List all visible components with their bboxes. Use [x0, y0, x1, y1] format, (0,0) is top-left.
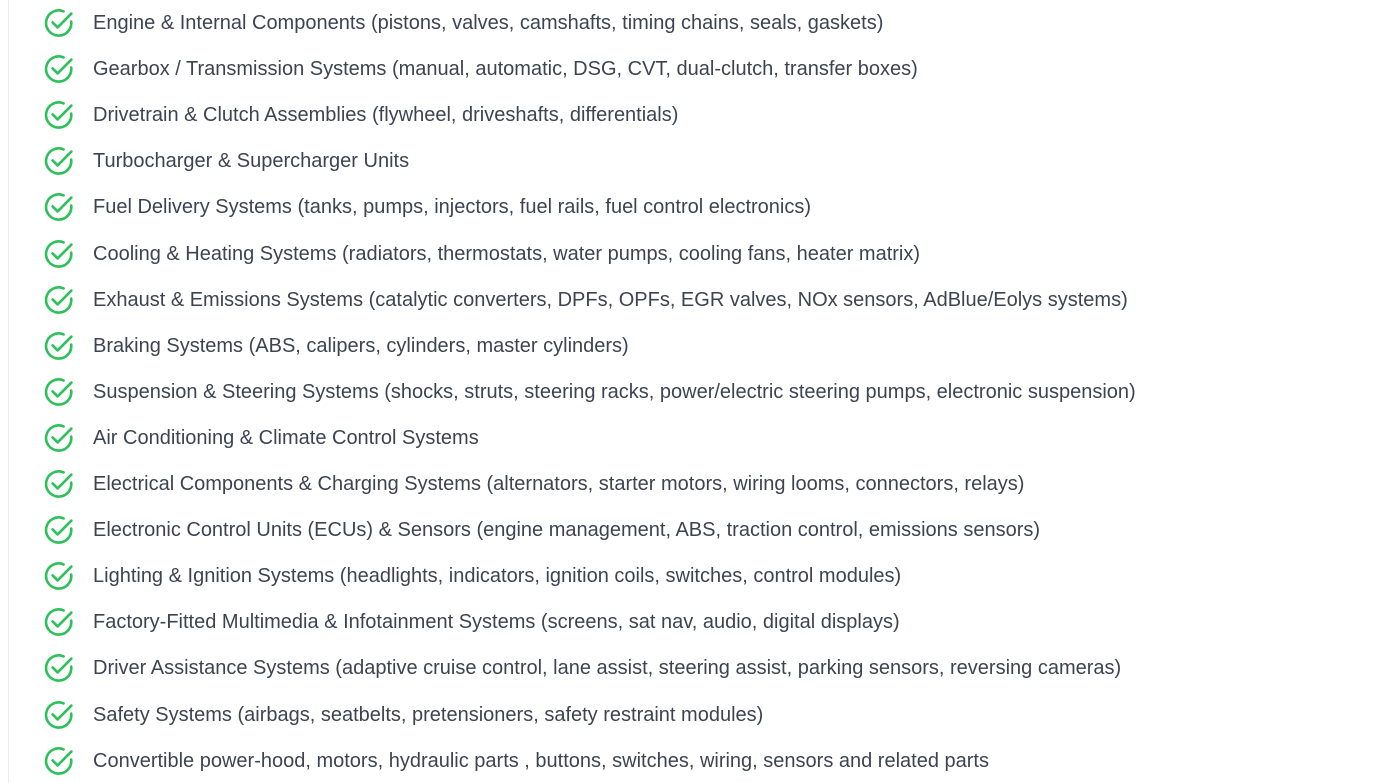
coverage-item-text: Air Conditioning & Climate Control Syste… [93, 426, 479, 449]
coverage-item-text: Drivetrain & Clutch Assemblies (flywheel… [93, 104, 679, 127]
coverage-item-text: Electrical Components & Charging Systems… [93, 473, 1025, 495]
coverage-item-text: Turbocharger & Supercharger Units [93, 150, 410, 173]
coverage-item-text: Electronic Control Units (ECUs) & Sensor… [93, 519, 1041, 542]
coverage-item-text: Suspension & Steering Systems (shocks, s… [93, 380, 1136, 403]
circle-check-icon [44, 8, 74, 38]
circle-check-icon [44, 561, 74, 591]
coverage-list-item: Cooling & Heating Systems (radiators, th… [44, 237, 920, 271]
coverage-list-item: Drivetrain & Clutch Assemblies (flywheel… [44, 98, 678, 132]
circle-check-icon [44, 100, 74, 130]
coverage-list-item: Turbocharger & Supercharger Units [44, 144, 409, 178]
coverage-item-text: Cooling & Heating Systems (radiators, th… [93, 242, 921, 265]
circle-check-icon [44, 700, 74, 730]
coverage-list-item: Exhaust & Emissions Systems (catalytic c… [44, 283, 1128, 317]
circle-check-icon [44, 423, 74, 453]
coverage-list-item: Safety Systems (airbags, seatbelts, pret… [44, 698, 763, 732]
coverage-item-text: Engine & Internal Components (pistons, v… [93, 12, 884, 34]
content-border [8, 0, 9, 783]
coverage-item-text: Convertible power-hood, motors, hydrauli… [93, 749, 989, 772]
coverage-list-item: Factory-Fitted Multimedia & Infotainment… [44, 605, 900, 639]
circle-check-icon [44, 746, 74, 776]
coverage-item-text: Safety Systems (airbags, seatbelts, pret… [93, 703, 764, 726]
circle-check-icon [44, 331, 74, 361]
coverage-item-text: Fuel Delivery Systems (tanks, pumps, inj… [93, 196, 812, 219]
coverage-item-text: Gearbox / Transmission Systems (manual, … [93, 58, 918, 81]
coverage-item-text: Driver Assistance Systems (adaptive crui… [93, 657, 1122, 680]
circle-check-icon [44, 377, 74, 407]
coverage-list-item: Suspension & Steering Systems (shocks, s… [44, 375, 1136, 409]
circle-check-icon [44, 192, 74, 222]
circle-check-icon [44, 515, 74, 545]
circle-check-icon [44, 239, 74, 269]
circle-check-icon [44, 653, 74, 683]
circle-check-icon [44, 469, 74, 499]
coverage-item-text: Factory-Fitted Multimedia & Infotainment… [93, 611, 900, 634]
coverage-list-item: Engine & Internal Components (pistons, v… [44, 6, 883, 40]
circle-check-icon [44, 607, 74, 637]
circle-check-icon [44, 285, 74, 315]
circle-check-icon [44, 146, 74, 176]
coverage-list-item: Driver Assistance Systems (adaptive crui… [44, 651, 1121, 685]
coverage-list-item: Electrical Components & Charging Systems… [44, 467, 1024, 501]
coverage-list-item: Air Conditioning & Climate Control Syste… [44, 421, 479, 455]
coverage-item-text: Lighting & Ignition Systems (headlights,… [93, 565, 902, 588]
coverage-item-text: Exhaust & Emissions Systems (catalytic c… [93, 288, 1128, 311]
coverage-item-text: Braking Systems (ABS, calipers, cylinder… [93, 334, 629, 357]
coverage-list-item: Lighting & Ignition Systems (headlights,… [44, 559, 901, 593]
coverage-list-item: Braking Systems (ABS, calipers, cylinder… [44, 329, 629, 363]
coverage-list-item: Convertible power-hood, motors, hydrauli… [44, 744, 989, 778]
coverage-list-item: Electronic Control Units (ECUs) & Sensor… [44, 513, 1040, 547]
coverage-list-item: Fuel Delivery Systems (tanks, pumps, inj… [44, 190, 811, 224]
circle-check-icon [44, 54, 74, 84]
coverage-list-item: Gearbox / Transmission Systems (manual, … [44, 52, 918, 86]
